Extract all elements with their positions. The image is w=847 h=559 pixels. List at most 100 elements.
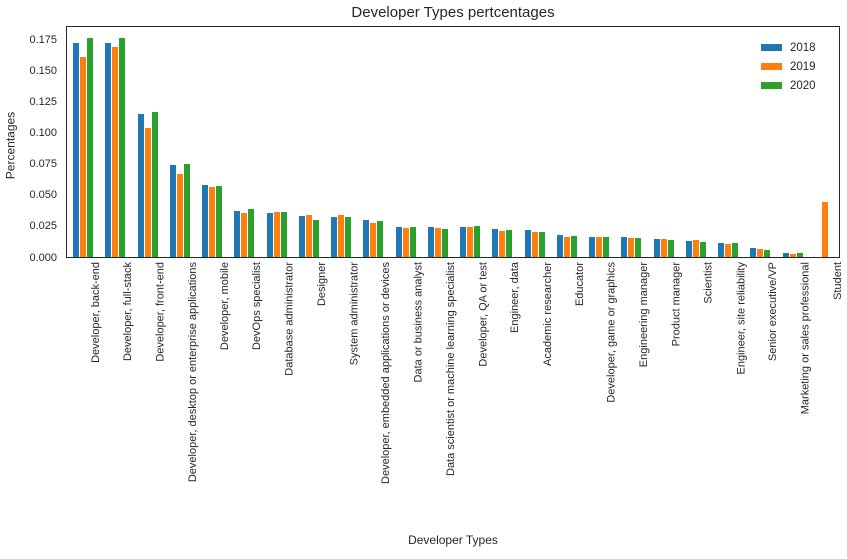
bar-2019 [144, 128, 151, 257]
x-tick-label: Product manager [670, 262, 683, 347]
legend-row-2018: 2018 [761, 38, 816, 57]
bar-2020 [603, 237, 610, 257]
legend-label: 2020 [790, 79, 816, 92]
bar-2020 [119, 38, 126, 257]
bar-2019 [176, 174, 183, 257]
bar-2019 [338, 215, 345, 257]
bar-2018 [460, 227, 467, 257]
bar-2020 [764, 250, 771, 257]
bar-2020 [87, 38, 94, 257]
y-tick-label: 0.175 [29, 34, 57, 47]
bar-2019 [434, 228, 441, 257]
x-tick-label: Engineering manager [638, 262, 651, 368]
bar-2019 [563, 237, 570, 257]
legend-swatch-icon [761, 63, 782, 70]
bar-2018 [427, 227, 434, 257]
x-tick-label: Developer, back-end [90, 262, 103, 363]
chart-title: Developer Types pertcentages [351, 4, 555, 21]
bar-2020 [732, 243, 739, 257]
bar-2020 [538, 232, 545, 257]
bar-2018 [556, 235, 563, 257]
bar-2018 [169, 165, 176, 257]
bar-2018 [298, 216, 305, 257]
bar-2020 [409, 227, 416, 257]
bar-2020 [667, 240, 674, 257]
bar-2018 [363, 220, 370, 257]
bar-2018 [266, 213, 273, 257]
bar-2020 [183, 164, 190, 257]
legend-swatch-icon [761, 44, 782, 51]
bar-2018 [492, 229, 499, 257]
bar-2020 [377, 221, 384, 257]
x-tick-label: Developer, full-stack [122, 262, 135, 362]
y-tick-label: 0.000 [29, 251, 57, 264]
bar-2019 [305, 215, 312, 257]
bar-2018 [395, 227, 402, 257]
bar-2019 [725, 244, 732, 257]
bar-2020 [312, 220, 319, 257]
bar-2018 [105, 43, 112, 257]
x-tick-label: Educator [573, 262, 586, 307]
x-tick-label: Developer, desktop or enterprise applica… [186, 262, 199, 483]
bar-2019 [273, 212, 280, 257]
x-tick-label: System administrator [348, 262, 361, 366]
y-tick-label: 0.150 [29, 65, 57, 78]
y-tick-label: 0.025 [29, 220, 57, 233]
legend-label: 2018 [790, 41, 816, 54]
x-tick-label: Engineer, site reliability [735, 262, 748, 375]
bar-2019 [402, 228, 409, 257]
bar-2018 [653, 239, 660, 257]
bar-2018 [137, 114, 144, 257]
bar-2020 [216, 186, 223, 257]
bar-2019 [209, 187, 216, 257]
bar-2018 [589, 237, 596, 257]
x-tick-label: Developer, QA or test [477, 262, 490, 367]
bar-2020 [506, 230, 513, 257]
legend-label: 2019 [790, 60, 816, 73]
x-tick-label: Engineer, data [509, 262, 522, 333]
bar-2020 [474, 226, 481, 257]
x-tick-label: Student [831, 262, 844, 300]
legend-swatch-icon [761, 82, 782, 89]
bar-2018 [782, 253, 789, 257]
bar-2020 [280, 212, 287, 257]
bar-2019 [80, 57, 87, 257]
bar-2019 [757, 249, 764, 257]
x-tick-label: Data or business analyst [412, 262, 425, 383]
bar-2019 [789, 254, 796, 257]
x-tick-label: Scientist [702, 262, 715, 304]
y-tick-label: 0.050 [29, 189, 57, 202]
bar-2019 [370, 223, 377, 257]
x-tick-label: Academic researcher [541, 262, 554, 366]
bar-2020 [345, 217, 352, 257]
bar-2020 [570, 236, 577, 257]
legend: 2018 2019 2020 [761, 38, 816, 95]
y-tick-label: 0.100 [29, 127, 57, 140]
bar-2019 [692, 240, 699, 257]
bar-2018 [685, 241, 692, 257]
bar-2018 [718, 243, 725, 257]
bar-2020 [635, 238, 642, 257]
plot-area [66, 26, 840, 258]
bar-2020 [441, 229, 448, 257]
bar-2019 [467, 227, 474, 257]
bar-2019 [628, 238, 635, 257]
x-tick-label: DevOps specialist [251, 262, 264, 351]
bar-2019 [531, 232, 538, 257]
bar-2020 [151, 112, 158, 257]
bar-2018 [73, 43, 80, 257]
bar-2020 [699, 242, 706, 257]
x-tick-label: Developer, mobile [219, 262, 232, 351]
bar-2020 [248, 209, 255, 257]
x-tick-label: Marketing or sales professional [799, 262, 812, 415]
bar-2018 [234, 211, 241, 257]
x-tick-label: Developer, embedded applications or devi… [380, 262, 393, 484]
x-axis-label: Developer Types [408, 533, 498, 547]
x-tick-label: Database administrator [283, 262, 296, 376]
y-tick-label: 0.125 [29, 96, 57, 109]
bar-2019 [112, 47, 119, 257]
bar-2019 [821, 202, 828, 257]
legend-row-2020: 2020 [761, 76, 816, 95]
bar-2018 [621, 237, 628, 257]
